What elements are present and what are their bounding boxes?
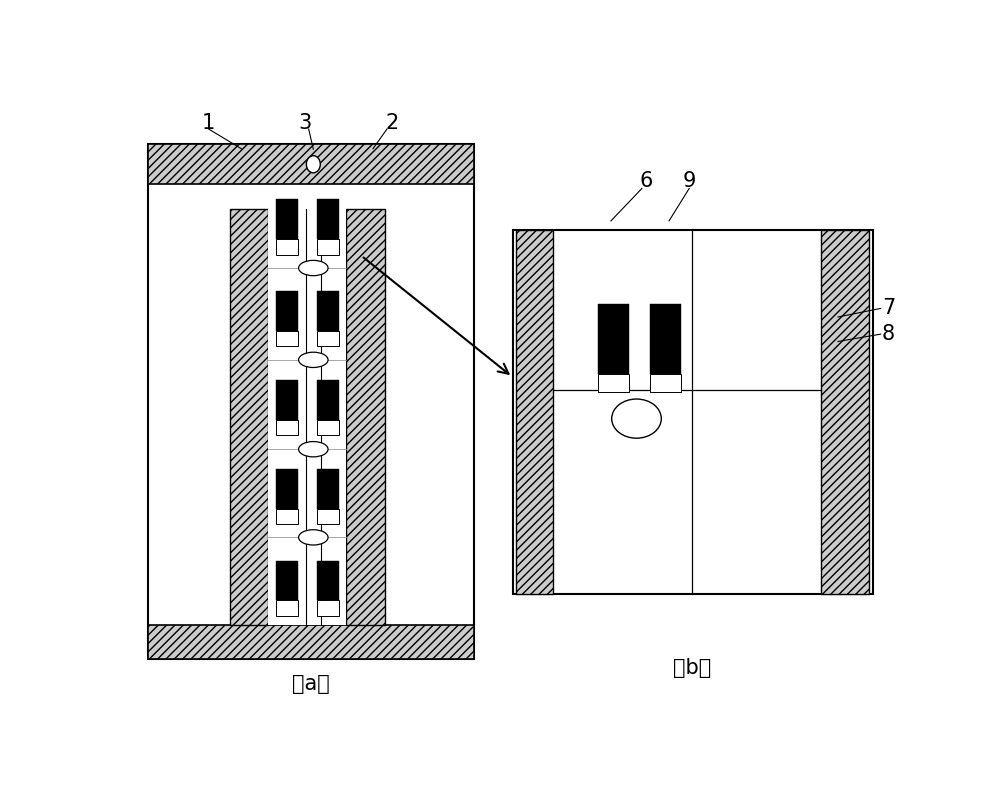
Text: 2: 2 [386, 113, 399, 133]
Bar [650, 374, 681, 392]
Bar [276, 560, 298, 600]
Text: （a）: （a） [292, 674, 330, 694]
Bar [516, 230, 553, 595]
Text: 7: 7 [882, 298, 895, 319]
Bar [276, 239, 298, 254]
Text: 1: 1 [202, 113, 215, 133]
Text: 8: 8 [882, 324, 895, 344]
Bar [148, 145, 474, 184]
Bar [650, 304, 681, 374]
Ellipse shape [612, 399, 661, 438]
Bar [317, 239, 339, 254]
Bar [317, 380, 339, 420]
Bar [276, 469, 298, 509]
Bar [598, 304, 629, 374]
Bar [148, 145, 474, 658]
Bar [598, 374, 629, 392]
Bar [317, 560, 339, 600]
Ellipse shape [299, 352, 328, 367]
Bar [821, 230, 869, 595]
Bar [276, 200, 298, 239]
Ellipse shape [299, 441, 328, 457]
Bar [276, 509, 298, 524]
Bar [276, 331, 298, 347]
Bar [276, 600, 298, 616]
Bar [276, 380, 298, 420]
Bar [317, 291, 339, 331]
Bar [148, 625, 474, 658]
Bar [317, 509, 339, 524]
Bar [346, 208, 385, 625]
Ellipse shape [299, 261, 328, 276]
Text: 9: 9 [683, 171, 696, 191]
Ellipse shape [306, 156, 320, 173]
Text: 6: 6 [639, 171, 652, 191]
Ellipse shape [299, 529, 328, 545]
Bar [317, 469, 339, 509]
Text: 3: 3 [298, 113, 311, 133]
Bar [268, 208, 346, 625]
Bar [317, 420, 339, 435]
Bar [317, 600, 339, 616]
Bar [317, 200, 339, 239]
Bar [512, 230, 873, 595]
Bar [230, 208, 268, 625]
Bar [317, 331, 339, 347]
Bar [276, 291, 298, 331]
Bar [276, 420, 298, 435]
Text: （b）: （b） [673, 657, 711, 678]
